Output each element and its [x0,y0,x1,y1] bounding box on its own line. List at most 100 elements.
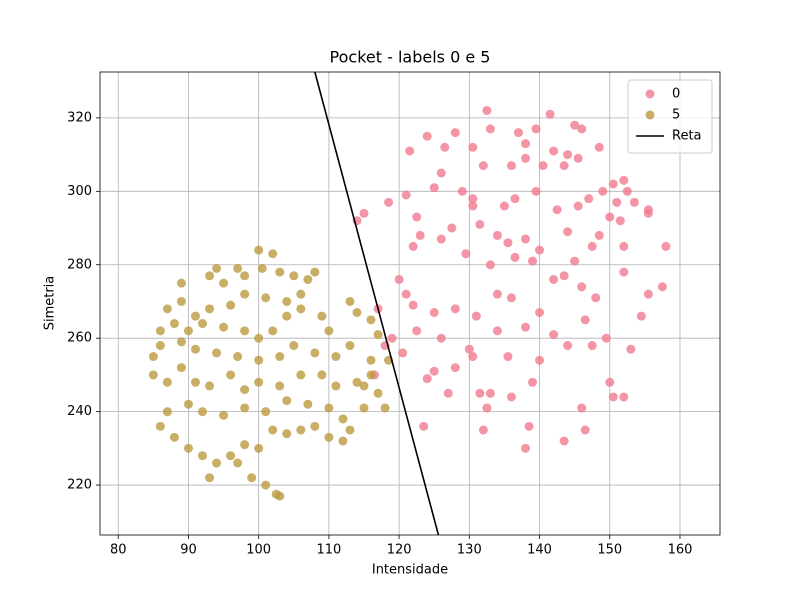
scatter-point [619,267,629,277]
scatter-point [545,109,555,119]
scatter-point [503,352,513,362]
x-tick-label: 90 [180,543,197,558]
scatter-point [275,267,285,277]
scatter-point [605,377,615,387]
scatter-point [352,307,362,317]
scatter-point [261,407,271,417]
scatter-point [155,341,165,351]
scatter-point [450,128,460,138]
scatter-point [450,304,460,314]
scatter-point [482,106,492,116]
scatter-point [282,429,292,439]
scatter-point [573,153,583,163]
y-tick-label: 300 [67,184,92,199]
scatter-point [317,370,327,380]
scatter-point [268,249,278,259]
plot-frame [99,71,721,536]
scatter-point [324,432,334,442]
scatter-point [521,139,531,149]
legend-label: 0 [672,87,680,102]
scatter-point [577,124,587,134]
scatter-point [521,153,531,163]
scatter-point [394,274,404,284]
scatter-point [598,186,608,196]
scatter-point [198,407,208,417]
scatter-point [657,282,667,292]
scatter-point [412,212,422,222]
scatter-point [373,388,383,398]
scatter-point [549,146,559,156]
scatter-point [436,333,446,343]
scatter-point [162,304,172,314]
scatter-point [619,175,629,185]
scatter-point [440,142,450,152]
scatter-point [608,392,618,402]
scatter-point [584,194,594,204]
scatter-point [169,432,179,442]
scatter-point [429,366,439,376]
scatter-point [345,341,355,351]
scatter-point [468,142,478,152]
scatter-point [240,326,250,336]
legend-label: Reta [672,129,702,144]
scatter-point [464,344,474,354]
scatter-point [254,333,264,343]
scatter-point [296,289,306,299]
scatter-point [219,322,229,332]
scatter-point [563,227,573,237]
scatter-point [257,263,267,273]
scatter-point [447,223,457,233]
scatter-point [559,271,569,281]
scatter-point [240,440,250,450]
scatter-point [190,311,200,321]
scatter-point [408,300,418,310]
scatter-point [205,473,215,483]
x-tick-label: 130 [457,543,482,558]
scatter-point [429,307,439,317]
scatter-point [468,352,478,362]
y-tick-label: 260 [67,331,92,346]
scatter-point [535,355,545,365]
scatter-point [482,403,492,413]
scatter-point [528,377,538,387]
scatter-point [457,186,467,196]
scatter-point [183,443,193,453]
scatter-point [198,451,208,461]
y-tick-label: 280 [67,257,92,272]
scatter-point [212,348,222,358]
scatter-point [303,274,313,284]
scatter-point [405,146,415,156]
scatter-point [176,296,186,306]
scatter-point [531,186,541,196]
scatter-point [531,124,541,134]
scatter-point [317,311,327,321]
scatter-point [636,311,646,321]
scatter-point [513,128,523,138]
scatter-point [303,399,313,409]
scatter-point [492,289,502,299]
scatter-point [559,161,569,171]
scatter-point [190,377,200,387]
scatter-point [331,381,341,391]
scatter-point [359,381,369,391]
scatter-point [162,407,172,417]
scatter-point [338,414,348,424]
chart-title: Pocket - labels 0 e 5 [330,48,491,67]
scatter-point [580,425,590,435]
scatter-point [233,263,243,273]
scatter-point [384,197,394,207]
scatter-point [594,230,604,240]
scatter-point [436,168,446,178]
scatter-point [366,315,376,325]
scatter-point [401,190,411,200]
x-tick-label: 80 [110,543,127,558]
scatter-point [240,385,250,395]
scatter-point [587,341,597,351]
scatter-point [605,212,615,222]
scatter-point [521,443,531,453]
scatter-point [219,410,229,420]
scatter-point [331,352,341,362]
scatter-point [324,403,334,413]
